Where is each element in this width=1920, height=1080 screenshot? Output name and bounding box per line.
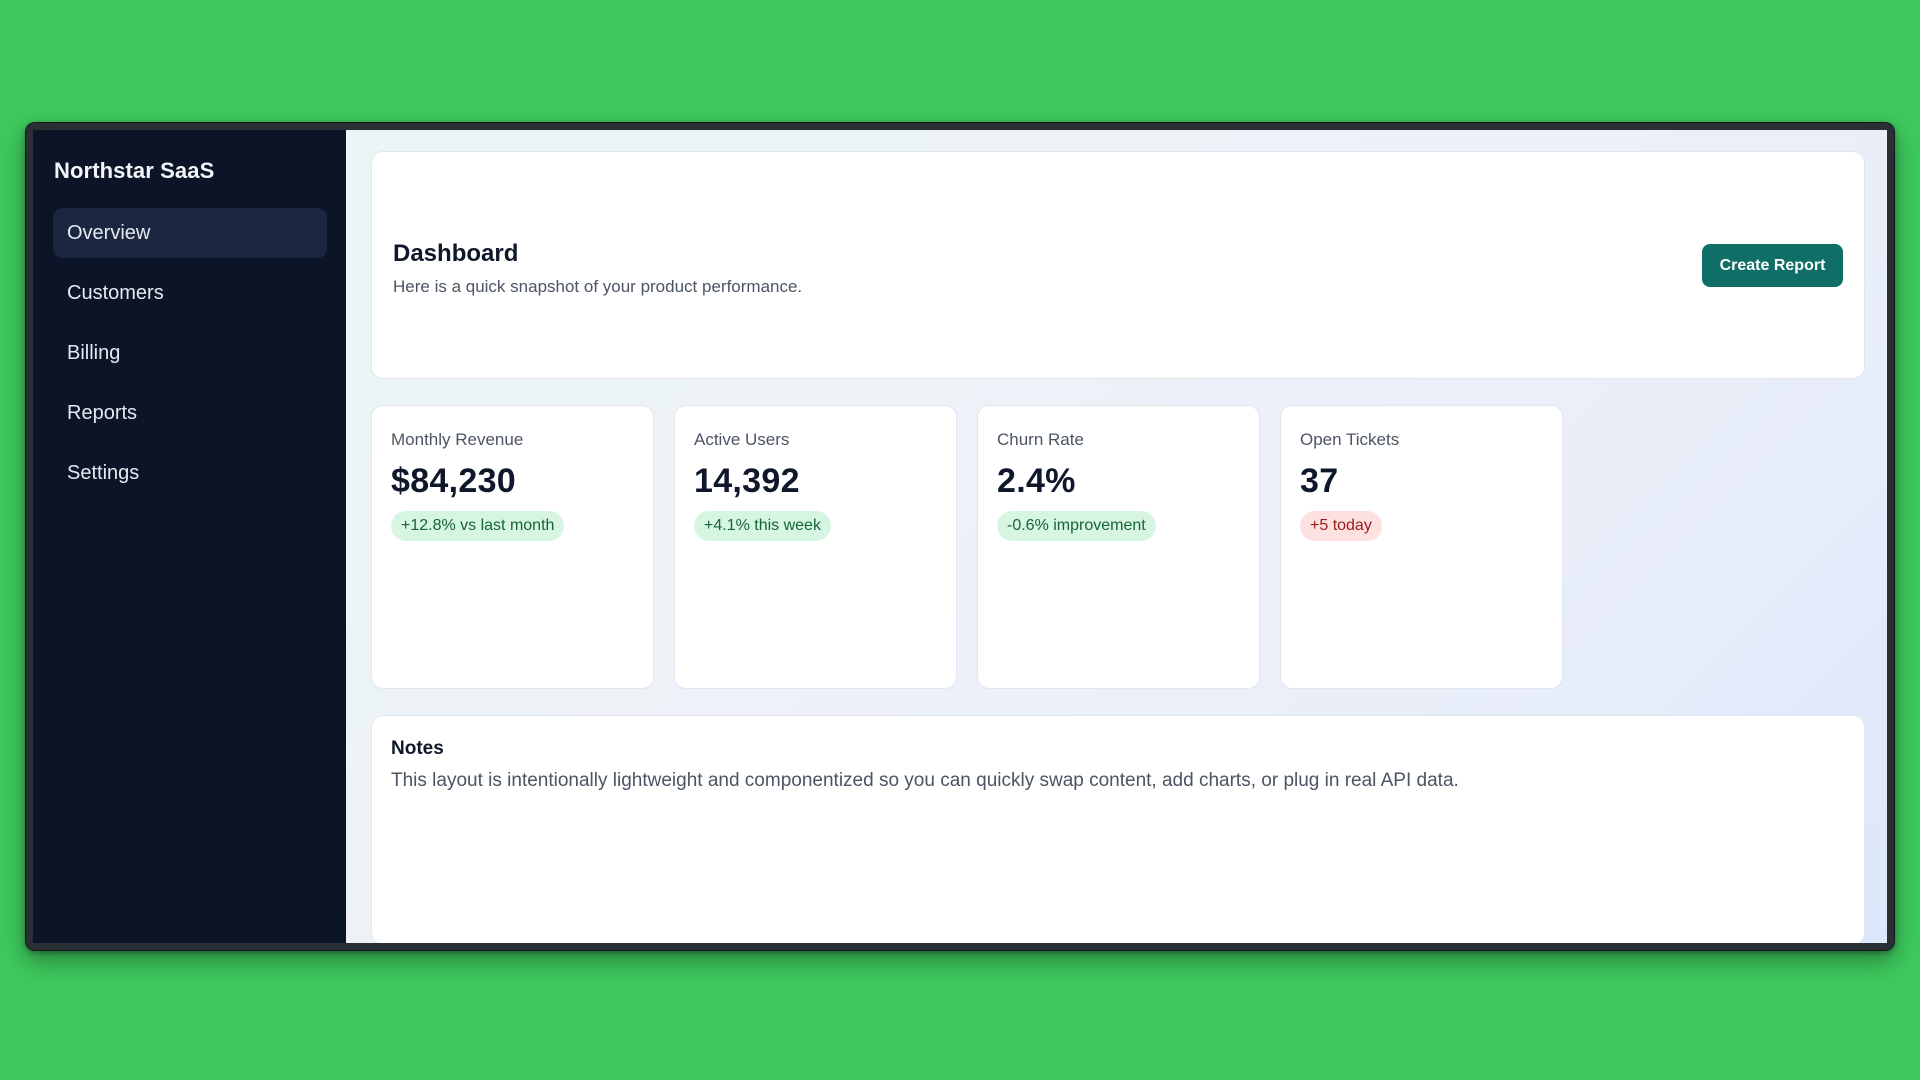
metric-label: Monthly Revenue: [391, 430, 524, 449]
app-window: Northstar SaaS Overview Customers Billin…: [25, 122, 1895, 951]
trend-badge: +4.1% this week: [694, 511, 831, 541]
trend-badge: -0.6% improvement: [997, 511, 1156, 541]
sidebar-item-label: Billing: [67, 341, 121, 364]
metric-value: $84,230: [391, 462, 517, 500]
sidebar-item-settings[interactable]: Settings: [53, 448, 327, 498]
header-card: Dashboard Here is a quick snapshot of yo…: [371, 151, 1865, 379]
metric-value: 37: [1300, 462, 1339, 500]
trend-badge: +5 today: [1300, 511, 1382, 541]
trend-badge: +12.8% vs last month: [391, 511, 565, 541]
metric-card-active-users: Active Users 14,392 +4.1% this week: [674, 405, 957, 689]
sidebar-item-label: Overview: [67, 221, 151, 244]
metric-card-churn-rate: Churn Rate 2.4% -0.6% improvement: [977, 405, 1260, 689]
notes-card: Notes This layout is intentionally light…: [371, 715, 1865, 943]
brand-name: Northstar SaaS: [54, 158, 215, 183]
create-report-button[interactable]: Create Report: [1702, 244, 1843, 287]
notes-title: Notes: [391, 738, 444, 759]
sidebar-item-label: Reports: [67, 401, 138, 424]
metric-card-monthly-revenue: Monthly Revenue $84,230 +12.8% vs last m…: [371, 405, 654, 689]
metric-value: 14,392: [694, 462, 800, 500]
metric-card-open-tickets: Open Tickets 37 +5 today: [1280, 405, 1563, 689]
sidebar-item-billing[interactable]: Billing: [53, 328, 327, 378]
page-title: Dashboard: [393, 240, 519, 267]
notes-text: This layout is intentionally lightweight…: [391, 770, 1459, 791]
sidebar-item-label: Settings: [67, 461, 140, 484]
sidebar-item-customers[interactable]: Customers: [53, 268, 327, 318]
main-content: Dashboard Here is a quick snapshot of yo…: [346, 130, 1887, 943]
metric-label: Churn Rate: [997, 430, 1084, 449]
metric-value: 2.4%: [997, 462, 1076, 500]
page-subtitle: Here is a quick snapshot of your product…: [393, 277, 803, 296]
sidebar-item-overview[interactable]: Overview: [53, 208, 327, 258]
sidebar: Northstar SaaS Overview Customers Billin…: [33, 130, 346, 943]
app-frame: Northstar SaaS Overview Customers Billin…: [33, 130, 1887, 943]
metric-label: Open Tickets: [1300, 430, 1400, 449]
header-text: Dashboard Here is a quick snapshot of yo…: [393, 240, 802, 297]
sidebar-item-label: Customers: [67, 281, 164, 304]
metric-label: Active Users: [694, 430, 790, 449]
sidebar-item-reports[interactable]: Reports: [53, 388, 327, 438]
